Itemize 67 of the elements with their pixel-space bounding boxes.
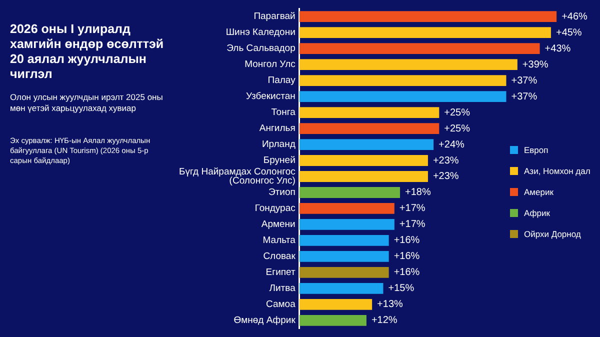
y-tick-label: Египет [266, 267, 296, 278]
data-label: +23% [432, 155, 459, 166]
y-tick-label: Бүгд Найрамдах Солонгос (Солонгос Улс) [179, 166, 296, 187]
y-tick-label: Эль Сальвадор [226, 43, 296, 54]
data-label: +23% [432, 171, 459, 182]
y-tick-label: Парагвай [254, 11, 296, 22]
legend-label: Европ [524, 145, 548, 155]
y-tick-label: Словак [263, 251, 296, 262]
data-label: +37% [511, 75, 538, 86]
y-tick-label: Литва [269, 283, 296, 294]
data-label: +24% [438, 139, 465, 150]
data-label: +37% [511, 91, 538, 102]
data-label: +45% [556, 27, 582, 38]
y-tick-label: Этиоп [268, 187, 296, 198]
bar [299, 203, 394, 214]
bar [299, 187, 400, 198]
data-label: +16% [394, 267, 420, 278]
data-label: +25% [444, 123, 470, 134]
bar [299, 267, 389, 278]
legend-label: Америк [524, 187, 554, 197]
y-tick-label: Монгол Улс [244, 59, 296, 70]
data-label: +16% [394, 235, 420, 246]
y-tick-label: Тонга [271, 107, 296, 118]
bar [299, 75, 506, 86]
bar [299, 139, 434, 150]
data-label: +43% [544, 43, 571, 54]
y-tick-label: Армени [261, 219, 296, 230]
bar [299, 107, 440, 118]
bar [299, 27, 551, 38]
bar [299, 11, 557, 22]
y-tick-label: Палау [268, 75, 296, 86]
bar [299, 59, 518, 70]
data-label: +17% [399, 203, 426, 214]
bar [299, 123, 440, 134]
data-label: +25% [444, 107, 470, 118]
data-label: +46% [562, 11, 588, 22]
y-tick-label: Мальта [262, 235, 296, 246]
y-tick-label: Өмнөд Африк [234, 315, 296, 326]
data-label: +15% [388, 283, 414, 294]
bar [299, 43, 540, 54]
bar [299, 235, 389, 246]
bar [299, 171, 428, 182]
legend-label: Ойрхи Дорнод [524, 229, 581, 239]
bar [299, 91, 506, 102]
y-tick-label: Ирланд [262, 139, 296, 150]
bar [299, 283, 384, 294]
data-label: +13% [377, 299, 404, 310]
y-tick-label: Узбекистан [246, 91, 296, 102]
y-tick-label: Бруней [263, 155, 296, 166]
bar [299, 155, 428, 166]
y-tick-label: Ангилья [259, 123, 296, 134]
legend-label: Ази, Номхон дал [524, 166, 590, 176]
data-label: +16% [394, 251, 420, 262]
text: 2026 оны I улиралд хамгийн өндөр өсөлттэй 20 аялал жуулчлалын чиглэл [10, 22, 165, 82]
data-label: +18% [405, 187, 431, 198]
y-tick-label: Шинэ Каледони [226, 27, 296, 38]
legend-label: Африк [524, 208, 550, 218]
data-label: +12% [371, 315, 398, 326]
y-tick-label: Самоа [266, 299, 296, 310]
data-label: +17% [399, 219, 426, 230]
bar [299, 299, 372, 310]
bar [299, 219, 394, 230]
text: Олон улсын жуулчдын ирэлт 2025 оны мөн үетэй харьцуулахад хувиар [10, 92, 164, 114]
data-label: +39% [522, 59, 548, 70]
bar [299, 251, 389, 262]
y-tick-label: Гондурас [254, 203, 296, 214]
bar [299, 315, 366, 326]
